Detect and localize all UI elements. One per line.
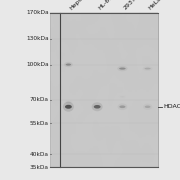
Text: 293T: 293T bbox=[122, 0, 137, 11]
Text: 100kDa: 100kDa bbox=[26, 62, 49, 67]
Ellipse shape bbox=[145, 68, 151, 69]
Ellipse shape bbox=[117, 66, 128, 71]
Ellipse shape bbox=[120, 96, 125, 97]
Ellipse shape bbox=[64, 100, 72, 105]
Bar bbox=[50, 13, 158, 167]
Ellipse shape bbox=[143, 66, 152, 71]
Text: HepG2: HepG2 bbox=[68, 0, 87, 11]
Ellipse shape bbox=[118, 103, 127, 110]
Text: 130kDa: 130kDa bbox=[26, 36, 49, 41]
Ellipse shape bbox=[65, 105, 72, 109]
Ellipse shape bbox=[63, 102, 74, 112]
Ellipse shape bbox=[119, 105, 125, 108]
Text: 40kDa: 40kDa bbox=[30, 152, 49, 157]
Text: HDAC10: HDAC10 bbox=[163, 104, 180, 109]
Ellipse shape bbox=[64, 62, 73, 67]
Text: 70kDa: 70kDa bbox=[30, 97, 49, 102]
Ellipse shape bbox=[92, 102, 103, 111]
Ellipse shape bbox=[143, 104, 152, 110]
Text: 55kDa: 55kDa bbox=[30, 121, 49, 126]
Text: HeLa: HeLa bbox=[148, 0, 162, 11]
Ellipse shape bbox=[145, 105, 150, 108]
Ellipse shape bbox=[66, 102, 71, 103]
Text: HL-60: HL-60 bbox=[97, 0, 114, 11]
Ellipse shape bbox=[94, 105, 101, 109]
Text: 170kDa: 170kDa bbox=[26, 10, 49, 15]
Text: 35kDa: 35kDa bbox=[30, 165, 49, 170]
Ellipse shape bbox=[66, 64, 71, 66]
Ellipse shape bbox=[119, 68, 126, 70]
